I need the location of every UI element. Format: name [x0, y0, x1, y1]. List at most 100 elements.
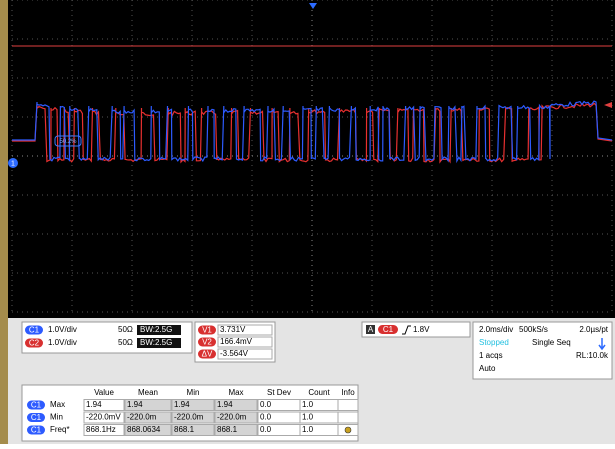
channel-pill	[198, 349, 216, 359]
cell	[124, 399, 172, 411]
channel-impedance: 50Ω	[118, 325, 133, 334]
cell-value: -220.0mV	[86, 413, 121, 422]
cell-value: 868.1	[217, 425, 238, 434]
cell	[171, 399, 215, 411]
cursor-value: 166.4mV	[220, 337, 253, 346]
channel-pill	[27, 400, 45, 410]
cell	[171, 411, 215, 424]
sample-rate: 500kS/s	[519, 325, 548, 334]
acq-status: Stopped	[479, 338, 509, 347]
column-header: Info	[341, 388, 355, 397]
acq-mode: Single Seq	[532, 338, 571, 347]
bandwidth-box	[137, 338, 181, 348]
channel-pill	[198, 337, 216, 347]
left-border	[0, 0, 8, 444]
cell	[214, 411, 258, 424]
cell	[124, 424, 172, 436]
time-resolution: 2.0µs/pt	[579, 325, 608, 334]
trigger-position	[309, 3, 317, 9]
cell	[124, 411, 172, 424]
channel-pill-label: C1	[31, 426, 42, 435]
cell-value: 1.94	[127, 400, 143, 409]
cell-value: 1.0	[302, 400, 314, 409]
acquisitions: 1 acqs	[479, 351, 503, 360]
cursor-value: -3.564V	[220, 349, 249, 358]
cell-value: -220.0m	[217, 413, 247, 422]
channel-impedance: 50Ω	[118, 338, 133, 347]
cell-value: -220.0m	[174, 413, 204, 422]
trigger-mode: Auto	[479, 364, 496, 373]
channel-scale: 1.0V/div	[48, 338, 77, 347]
cell-value: 1.0	[302, 413, 314, 422]
channel-pill-label: C2	[29, 339, 40, 348]
trigger-channel-pill	[378, 325, 398, 334]
level-arrow	[604, 102, 612, 108]
edge-icon	[402, 325, 411, 335]
channel-pill-label: V1	[202, 326, 212, 335]
measurement-name: Min	[50, 413, 63, 422]
cell-value: 1.94	[86, 400, 102, 409]
arrow-icon	[598, 338, 606, 351]
cursor-label-box	[54, 135, 82, 147]
cell-value: 0.0	[260, 413, 272, 422]
channel-bandwidth: BW:2.5G	[140, 325, 172, 334]
channel-pill-label: ΔV	[202, 350, 213, 359]
bandwidth-box	[137, 325, 181, 335]
column-header: Mean	[138, 388, 158, 397]
channel-pill-label: C1	[31, 401, 42, 410]
channel-pill	[25, 325, 43, 335]
cell-value: 868.0634	[127, 425, 161, 434]
column-header: Min	[187, 388, 200, 397]
channel-scale: 1.0V/div	[48, 325, 77, 334]
cursor-value-box	[217, 336, 273, 348]
cursor-value: 3.731V	[220, 325, 246, 334]
channel-pill	[27, 413, 45, 422]
trigger-level: 1.8V	[413, 325, 430, 334]
grid	[11, 0, 613, 313]
cell-value: 0.0	[260, 425, 272, 434]
timebase-box	[472, 321, 613, 380]
channel-marker	[8, 158, 18, 168]
trigger-channel: C1	[383, 325, 394, 334]
column-header: Count	[308, 388, 330, 397]
info-cell	[337, 411, 359, 424]
cell	[214, 424, 258, 436]
info-icon	[344, 426, 352, 434]
trigger-group-box	[366, 325, 375, 334]
cell	[214, 399, 258, 411]
channel-bandwidth: BW:2.5G	[140, 338, 172, 347]
cursor-label: 50.2%	[59, 139, 77, 145]
cell	[83, 399, 125, 411]
cursor-value-box	[217, 324, 273, 336]
time-scale: 2.0ms/div	[479, 325, 513, 334]
waveform	[12, 100, 613, 164]
cell-value: -220.0m	[127, 413, 157, 422]
cell-value: 0.0	[260, 400, 272, 409]
cursor-value-box	[217, 348, 273, 360]
channel-pill-label: C1	[29, 326, 40, 335]
cell	[171, 424, 215, 436]
measurement-name: Freq*	[50, 425, 70, 434]
info-cell	[337, 399, 359, 411]
cell-value: 1.0	[302, 425, 314, 434]
channel-pill-label: V2	[202, 338, 212, 347]
channel-pill	[198, 325, 216, 335]
channel-pill	[25, 338, 43, 348]
cell-value: 1.94	[174, 400, 190, 409]
cell-value: 868.1	[174, 425, 195, 434]
cell	[83, 424, 125, 436]
cell-value: 868.1Hz	[86, 425, 116, 434]
column-header: Value	[94, 388, 114, 397]
waveforms	[12, 100, 613, 164]
channel-pill-label: C1	[31, 413, 42, 422]
channel-marker-label: 1	[11, 160, 15, 167]
trigger-group: A	[368, 325, 374, 334]
measurement-name: Max	[50, 400, 65, 409]
column-header: St Dev	[267, 388, 291, 397]
channel-pill	[27, 425, 45, 435]
column-header: Max	[228, 388, 243, 397]
cell	[83, 411, 125, 424]
record-length: RL:10.0k	[576, 351, 609, 360]
cell-value: 1.94	[217, 400, 233, 409]
